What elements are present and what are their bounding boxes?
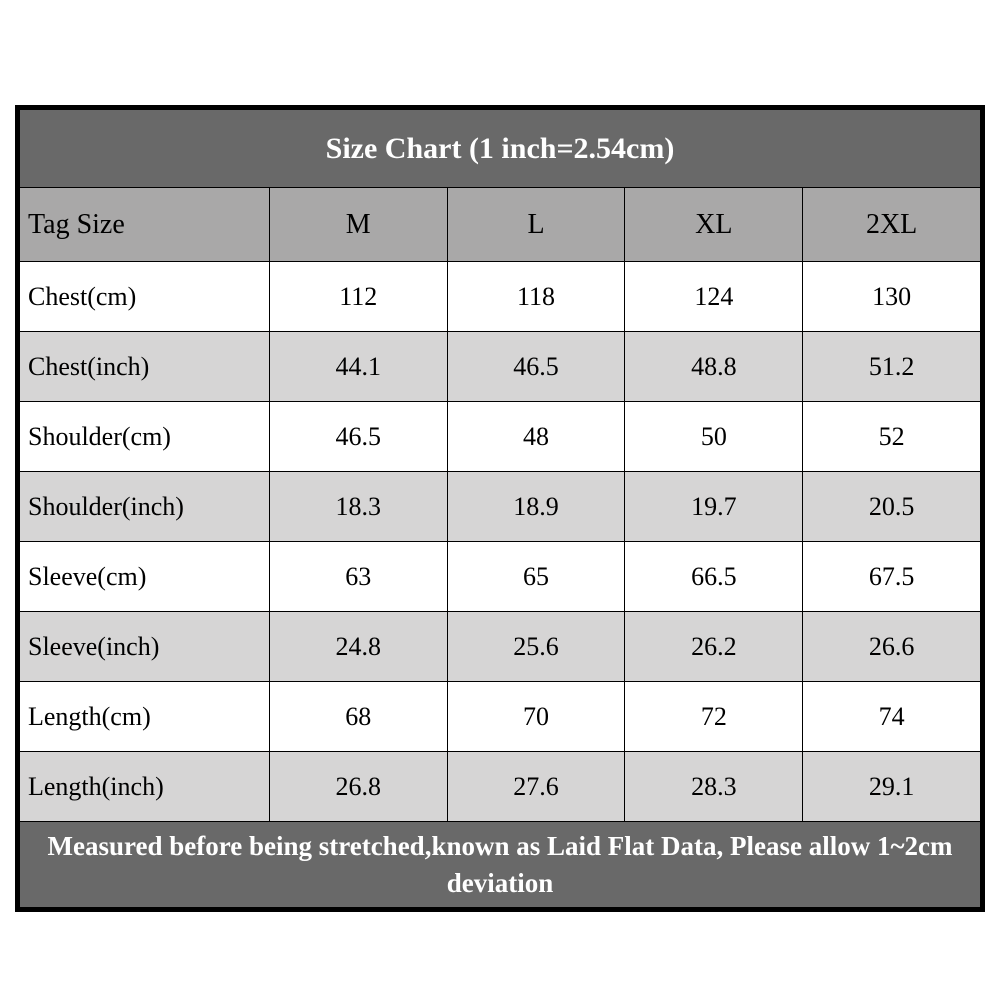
cell-3-1: 18.9 — [447, 472, 625, 542]
cell-1-2: 48.8 — [625, 332, 803, 402]
cell-5-1: 25.6 — [447, 612, 625, 682]
cell-5-3: 26.6 — [803, 612, 981, 682]
header-size-1: L — [447, 188, 625, 262]
table-row: Length(inch)26.827.628.329.1 — [20, 752, 981, 822]
cell-1-3: 51.2 — [803, 332, 981, 402]
cell-4-1: 65 — [447, 542, 625, 612]
row-label: Sleeve(inch) — [20, 612, 270, 682]
cell-4-3: 67.5 — [803, 542, 981, 612]
cell-1-0: 44.1 — [269, 332, 447, 402]
row-label: Sleeve(cm) — [20, 542, 270, 612]
row-label: Length(cm) — [20, 682, 270, 752]
table-row: Length(cm)68707274 — [20, 682, 981, 752]
cell-2-3: 52 — [803, 402, 981, 472]
size-chart-table: Size Chart (1 inch=2.54cm)Tag SizeMLXL2X… — [19, 109, 981, 908]
cell-4-0: 63 — [269, 542, 447, 612]
table-row: Sleeve(cm)636566.567.5 — [20, 542, 981, 612]
cell-5-2: 26.2 — [625, 612, 803, 682]
cell-7-3: 29.1 — [803, 752, 981, 822]
cell-2-2: 50 — [625, 402, 803, 472]
header-size-0: M — [269, 188, 447, 262]
table-row: Shoulder(cm)46.5485052 — [20, 402, 981, 472]
table-title: Size Chart (1 inch=2.54cm) — [20, 110, 981, 188]
table-row: Sleeve(inch)24.825.626.226.6 — [20, 612, 981, 682]
cell-4-2: 66.5 — [625, 542, 803, 612]
header-size-3: 2XL — [803, 188, 981, 262]
table-row: Chest(inch)44.146.548.851.2 — [20, 332, 981, 402]
row-label: Length(inch) — [20, 752, 270, 822]
cell-7-1: 27.6 — [447, 752, 625, 822]
cell-0-0: 112 — [269, 262, 447, 332]
cell-7-0: 26.8 — [269, 752, 447, 822]
row-label: Shoulder(inch) — [20, 472, 270, 542]
cell-3-3: 20.5 — [803, 472, 981, 542]
cell-2-1: 48 — [447, 402, 625, 472]
cell-0-1: 118 — [447, 262, 625, 332]
table-footer: Measured before being stretched,known as… — [20, 822, 981, 908]
cell-2-0: 46.5 — [269, 402, 447, 472]
cell-6-3: 74 — [803, 682, 981, 752]
cell-6-0: 68 — [269, 682, 447, 752]
header-label: Tag Size — [20, 188, 270, 262]
cell-3-2: 19.7 — [625, 472, 803, 542]
cell-1-1: 46.5 — [447, 332, 625, 402]
row-label: Chest(inch) — [20, 332, 270, 402]
table-row: Chest(cm)112118124130 — [20, 262, 981, 332]
cell-3-0: 18.3 — [269, 472, 447, 542]
cell-0-3: 130 — [803, 262, 981, 332]
cell-6-1: 70 — [447, 682, 625, 752]
table-row: Shoulder(inch)18.318.919.720.5 — [20, 472, 981, 542]
cell-6-2: 72 — [625, 682, 803, 752]
size-chart-frame: Size Chart (1 inch=2.54cm)Tag SizeMLXL2X… — [15, 105, 985, 912]
cell-0-2: 124 — [625, 262, 803, 332]
cell-7-2: 28.3 — [625, 752, 803, 822]
header-size-2: XL — [625, 188, 803, 262]
row-label: Chest(cm) — [20, 262, 270, 332]
cell-5-0: 24.8 — [269, 612, 447, 682]
row-label: Shoulder(cm) — [20, 402, 270, 472]
